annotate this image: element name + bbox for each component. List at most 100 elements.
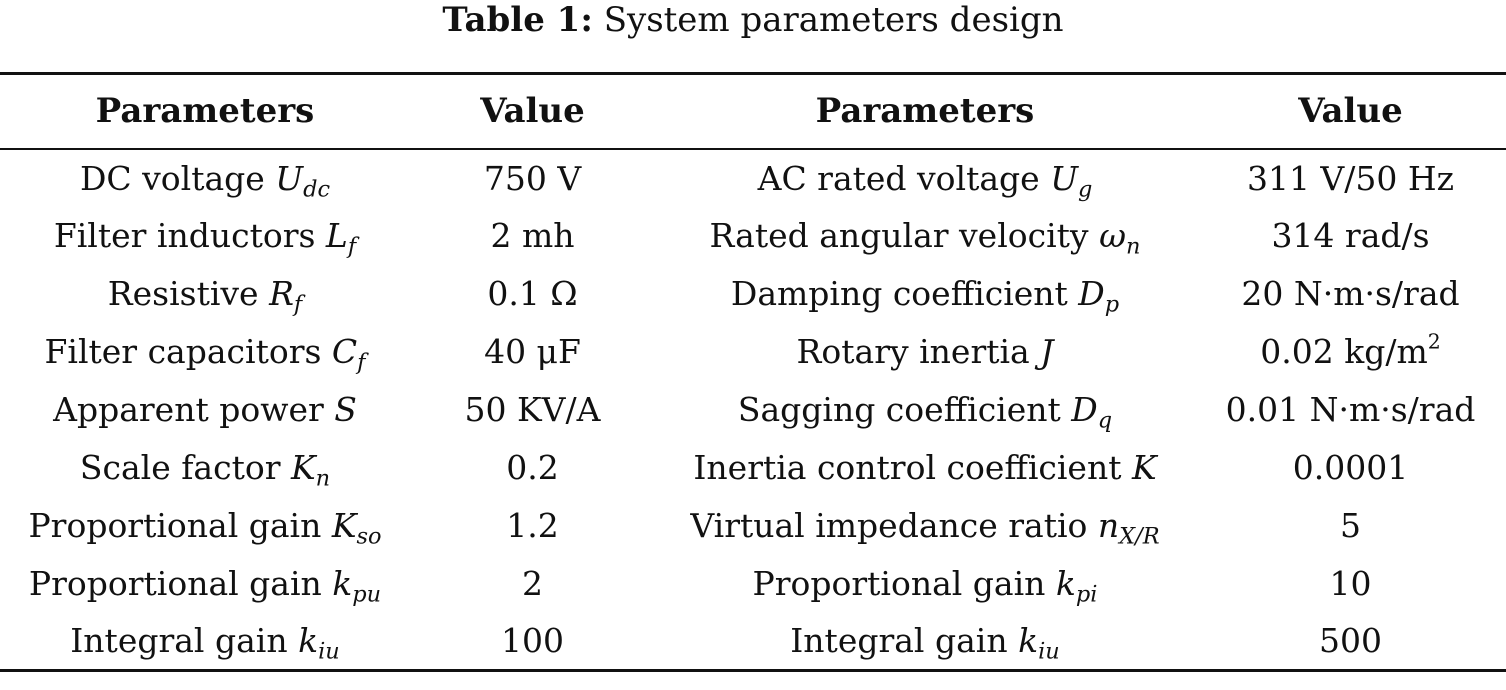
parameter-cell: Resistive Rf bbox=[0, 265, 410, 323]
parameter-cell: DC voltage Udc bbox=[0, 149, 410, 207]
parameter-symbol: kiu bbox=[1018, 621, 1060, 663]
parameter-label: Integral gain bbox=[790, 621, 1008, 661]
parameter-symbol: ωn bbox=[1099, 216, 1140, 258]
value-text: 500 bbox=[1319, 621, 1382, 661]
symbol-base: J bbox=[1040, 332, 1054, 371]
parameter-label: Filter capacitors bbox=[44, 332, 322, 371]
parameter-symbol: S bbox=[334, 390, 357, 429]
symbol-subscript: f bbox=[347, 233, 357, 260]
parameter-label: Apparent power bbox=[53, 390, 324, 429]
parameter-label: Inertia control coefficient bbox=[693, 448, 1122, 487]
symbol-subscript: iu bbox=[1038, 638, 1060, 665]
parameter-symbol: Kso bbox=[331, 506, 382, 548]
value-cell: 0.01 N·m·s/rad bbox=[1195, 381, 1506, 439]
header-parameters-left: Parameters bbox=[0, 72, 410, 150]
header-parameters-right: Parameters bbox=[655, 72, 1195, 150]
value-text: 0.02 kg/m bbox=[1260, 332, 1428, 371]
table-row: Integral gain kiu 100 Integral gain kiu 500 bbox=[0, 612, 1506, 672]
parameter-cell: Virtual impedance ratio nX/R bbox=[655, 497, 1195, 555]
parameter-symbol: Rf bbox=[269, 274, 302, 316]
symbol-base: k bbox=[1055, 564, 1076, 603]
parameter-label: Virtual impedance ratio bbox=[690, 506, 1088, 545]
parameter-label: Integral gain bbox=[70, 621, 288, 661]
table-body: DC voltage Udc 750 V AC rated voltage Ug 31… bbox=[0, 149, 1506, 672]
symbol-base: k bbox=[332, 564, 353, 603]
symbol-subscript: g bbox=[1078, 176, 1093, 203]
value-cell: 5 bbox=[1195, 497, 1506, 555]
table-row: DC voltage Udc 750 V AC rated voltage Ug 31… bbox=[0, 149, 1506, 207]
parameter-label: Rotary inertia bbox=[796, 332, 1030, 371]
symbol-base: U bbox=[1050, 158, 1079, 198]
table-row: Scale factor Kn 0.2 Inertia control coeffi… bbox=[0, 439, 1506, 497]
parameter-label: Resistive bbox=[107, 274, 259, 313]
value-cell: 10 bbox=[1195, 555, 1506, 613]
value-cell: 0.02 kg/m2 bbox=[1195, 323, 1506, 381]
value-cell: 20 N·m·s/rad bbox=[1195, 265, 1506, 323]
symbol-subscript: p bbox=[1104, 291, 1120, 318]
symbol-base: U bbox=[275, 158, 304, 198]
table-row: Filter capacitors Cf 40 μF Rotary inertia … bbox=[0, 323, 1506, 381]
table-row: Resistive Rf 0.1 Ω Damping coefficient Dp 2… bbox=[0, 265, 1506, 323]
symbol-base: K bbox=[291, 448, 316, 487]
value-text: 50 KV/A bbox=[464, 390, 601, 429]
value-text: 314 rad/s bbox=[1271, 216, 1430, 255]
parameter-symbol: kiu bbox=[298, 621, 340, 663]
value-text: 1.2 bbox=[506, 506, 559, 545]
value-cell: 1.2 bbox=[410, 497, 655, 555]
symbol-base: k bbox=[1018, 621, 1039, 661]
symbol-base: D bbox=[1078, 274, 1105, 313]
parameter-cell: Integral gain kiu bbox=[655, 612, 1195, 672]
parameter-label: Damping coefficient bbox=[730, 274, 1068, 313]
table-row: Proportional gain kpu 2 Proportional gain … bbox=[0, 555, 1506, 613]
value-cell: 50 KV/A bbox=[410, 381, 655, 439]
value-cell: 314 rad/s bbox=[1195, 207, 1506, 265]
value-text: 0.2 bbox=[506, 448, 559, 487]
parameter-symbol: Ug bbox=[1050, 158, 1092, 201]
parameter-symbol: Cf bbox=[332, 332, 366, 374]
parameter-label: AC rated voltage bbox=[757, 158, 1040, 198]
symbol-subscript: so bbox=[356, 523, 382, 550]
parameter-cell: Proportional gain kpu bbox=[0, 555, 410, 613]
value-superscript: 2 bbox=[1427, 329, 1441, 354]
value-cell: 750 V bbox=[410, 149, 655, 207]
parameter-cell: AC rated voltage Ug bbox=[655, 149, 1195, 207]
parameter-symbol: nX/R bbox=[1098, 506, 1160, 548]
parameter-symbol: Udc bbox=[275, 158, 330, 201]
parameter-cell: Apparent power S bbox=[0, 381, 410, 439]
parameter-cell: Rated angular velocity ωn bbox=[655, 207, 1195, 265]
parameter-cell: Sagging coefficient Dq bbox=[655, 381, 1195, 439]
value-text: 750 V bbox=[483, 158, 582, 198]
symbol-subscript: dc bbox=[303, 176, 331, 203]
value-text: 2 mh bbox=[490, 216, 575, 255]
header-row: Parameters Value Parameters Value bbox=[0, 72, 1506, 150]
symbol-base: D bbox=[1071, 390, 1098, 429]
symbol-base: K bbox=[331, 506, 357, 545]
parameter-label: Filter inductors bbox=[53, 216, 316, 255]
symbol-subscript: X/R bbox=[1119, 523, 1160, 550]
value-cell: 0.0001 bbox=[1195, 439, 1506, 497]
symbol-subscript: iu bbox=[318, 638, 340, 665]
parameter-cell: Rotary inertia J bbox=[655, 323, 1195, 381]
value-cell: 2 mh bbox=[410, 207, 655, 265]
symbol-subscript: n bbox=[315, 465, 331, 492]
value-cell: 2 bbox=[410, 555, 655, 613]
parameters-table: Parameters Value Parameters Value DC vol… bbox=[0, 72, 1506, 672]
caption-text: System parameters design bbox=[603, 0, 1064, 40]
parameter-label: Proportional gain bbox=[752, 564, 1046, 603]
parameter-symbol: J bbox=[1040, 332, 1053, 371]
value-cell: 500 bbox=[1195, 612, 1506, 672]
parameter-symbol: Lf bbox=[326, 216, 356, 258]
symbol-subscript: f bbox=[357, 349, 366, 376]
value-text: 10 bbox=[1329, 564, 1372, 603]
header-value-right: Value bbox=[1195, 72, 1506, 150]
table-caption: Table 1: System parameters design bbox=[0, 0, 1506, 48]
value-cell: 40 μF bbox=[410, 323, 655, 381]
symbol-base: ω bbox=[1099, 216, 1126, 255]
parameter-cell: Proportional gain Kso bbox=[0, 497, 410, 555]
value-text: 311 V/50 Hz bbox=[1246, 158, 1455, 198]
parameter-cell: Filter inductors Lf bbox=[0, 207, 410, 265]
symbol-base: k bbox=[298, 621, 319, 661]
value-text: 100 bbox=[501, 621, 564, 661]
symbol-subscript: pi bbox=[1075, 581, 1098, 608]
parameter-symbol: Dp bbox=[1078, 274, 1119, 316]
